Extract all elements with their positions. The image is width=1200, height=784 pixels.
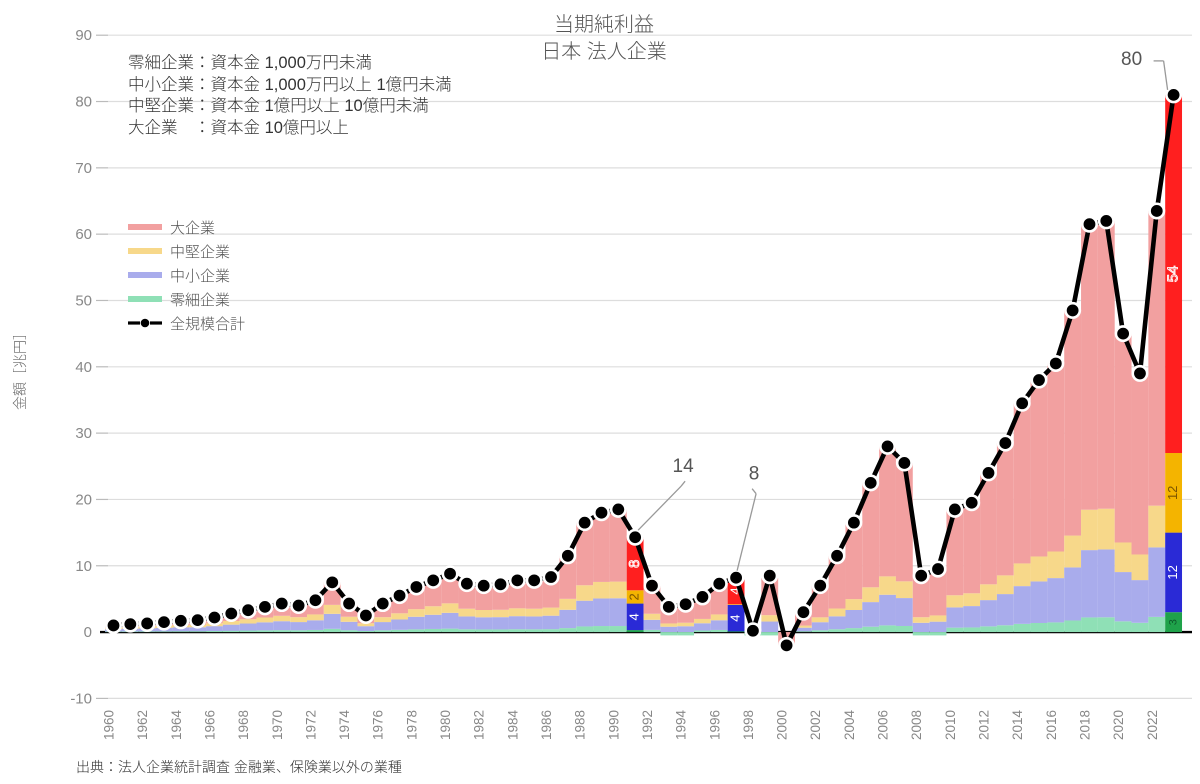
svg-text:20: 20: [75, 491, 92, 508]
svg-text:1964: 1964: [169, 710, 184, 741]
svg-text:1996: 1996: [707, 710, 722, 740]
svg-text:80: 80: [1121, 49, 1142, 70]
svg-text:-10: -10: [70, 690, 92, 707]
svg-text:8: 8: [749, 464, 760, 485]
svg-text:1966: 1966: [202, 710, 217, 740]
svg-text:80: 80: [75, 94, 92, 111]
svg-text:2022: 2022: [1145, 710, 1160, 740]
svg-text:4: 4: [728, 615, 743, 622]
svg-text:1978: 1978: [404, 710, 419, 740]
svg-text:2000: 2000: [775, 710, 790, 740]
svg-text:12: 12: [1165, 565, 1180, 579]
svg-text:1968: 1968: [236, 710, 251, 740]
svg-text:1960: 1960: [102, 710, 117, 740]
svg-text:10: 10: [75, 558, 92, 575]
svg-text:1962: 1962: [135, 710, 150, 740]
svg-text:2008: 2008: [909, 710, 924, 740]
svg-text:90: 90: [75, 27, 92, 44]
svg-text:1982: 1982: [472, 710, 487, 740]
svg-text:50: 50: [75, 292, 92, 309]
svg-text:1970: 1970: [270, 710, 285, 740]
svg-text:4: 4: [627, 613, 642, 620]
svg-text:2: 2: [627, 593, 642, 600]
svg-text:2012: 2012: [977, 710, 992, 740]
svg-text:40: 40: [75, 359, 92, 376]
svg-text:1988: 1988: [573, 710, 588, 740]
svg-text:8: 8: [626, 560, 643, 568]
svg-text:1984: 1984: [505, 710, 520, 741]
svg-text:14: 14: [673, 456, 695, 477]
svg-text:2004: 2004: [842, 710, 857, 741]
svg-text:2002: 2002: [808, 710, 823, 740]
svg-text:1992: 1992: [640, 710, 655, 740]
svg-text:1972: 1972: [303, 710, 318, 740]
svg-text:2018: 2018: [1077, 710, 1092, 740]
svg-text:70: 70: [75, 160, 92, 177]
svg-text:1990: 1990: [606, 710, 621, 740]
svg-text:3: 3: [1168, 619, 1180, 625]
svg-text:1994: 1994: [674, 710, 689, 741]
svg-text:30: 30: [75, 425, 92, 442]
svg-text:54: 54: [1165, 266, 1182, 283]
svg-text:1976: 1976: [371, 710, 386, 740]
svg-text:1974: 1974: [337, 710, 352, 741]
svg-text:1980: 1980: [438, 710, 453, 740]
svg-text:2020: 2020: [1111, 710, 1126, 740]
svg-text:12: 12: [1165, 486, 1180, 500]
svg-text:2016: 2016: [1044, 710, 1059, 740]
svg-text:1986: 1986: [539, 710, 554, 740]
svg-text:2014: 2014: [1010, 710, 1025, 741]
svg-text:60: 60: [75, 226, 92, 243]
svg-text:2010: 2010: [943, 710, 958, 740]
svg-text:2006: 2006: [876, 710, 891, 740]
svg-text:1998: 1998: [741, 710, 756, 740]
svg-text:0: 0: [84, 624, 92, 641]
